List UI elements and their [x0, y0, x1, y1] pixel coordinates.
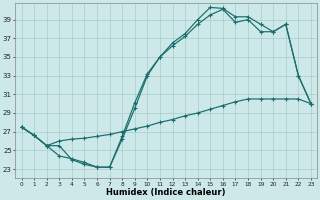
X-axis label: Humidex (Indice chaleur): Humidex (Indice chaleur) — [107, 188, 226, 197]
